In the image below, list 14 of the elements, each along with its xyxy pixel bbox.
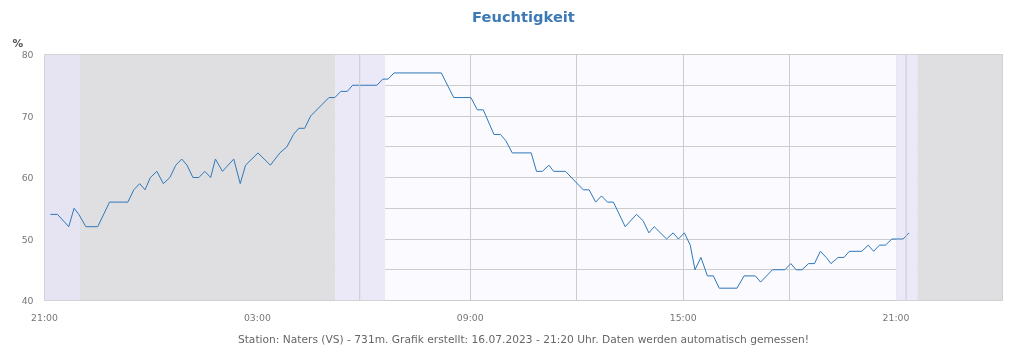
x-tick-label: 21:00	[882, 311, 910, 323]
line-series	[49, 72, 910, 289]
x-tick-label: 15:00	[669, 311, 697, 323]
y-axis-title: %	[12, 36, 24, 50]
chart-title: Feuchtigkeit	[472, 7, 575, 25]
text: Station: Naters (VS) - 731m. Grafik erstellt: 16.07.2023 - 21:20 Uhr. Daten werden automatisch gemessen!	[237, 332, 810, 346]
y-tick-label: 40	[21, 295, 34, 306]
y-tick-label: 70	[21, 110, 34, 122]
x-tick-label: 03:00	[243, 311, 271, 323]
y-tick-label: 80	[21, 49, 34, 60]
x-tick-label: 21:00	[31, 311, 59, 323]
x-tick-label: 09:00	[456, 311, 484, 323]
y-tick-label: 50	[21, 233, 34, 245]
y-tick-label: 60	[21, 172, 34, 183]
